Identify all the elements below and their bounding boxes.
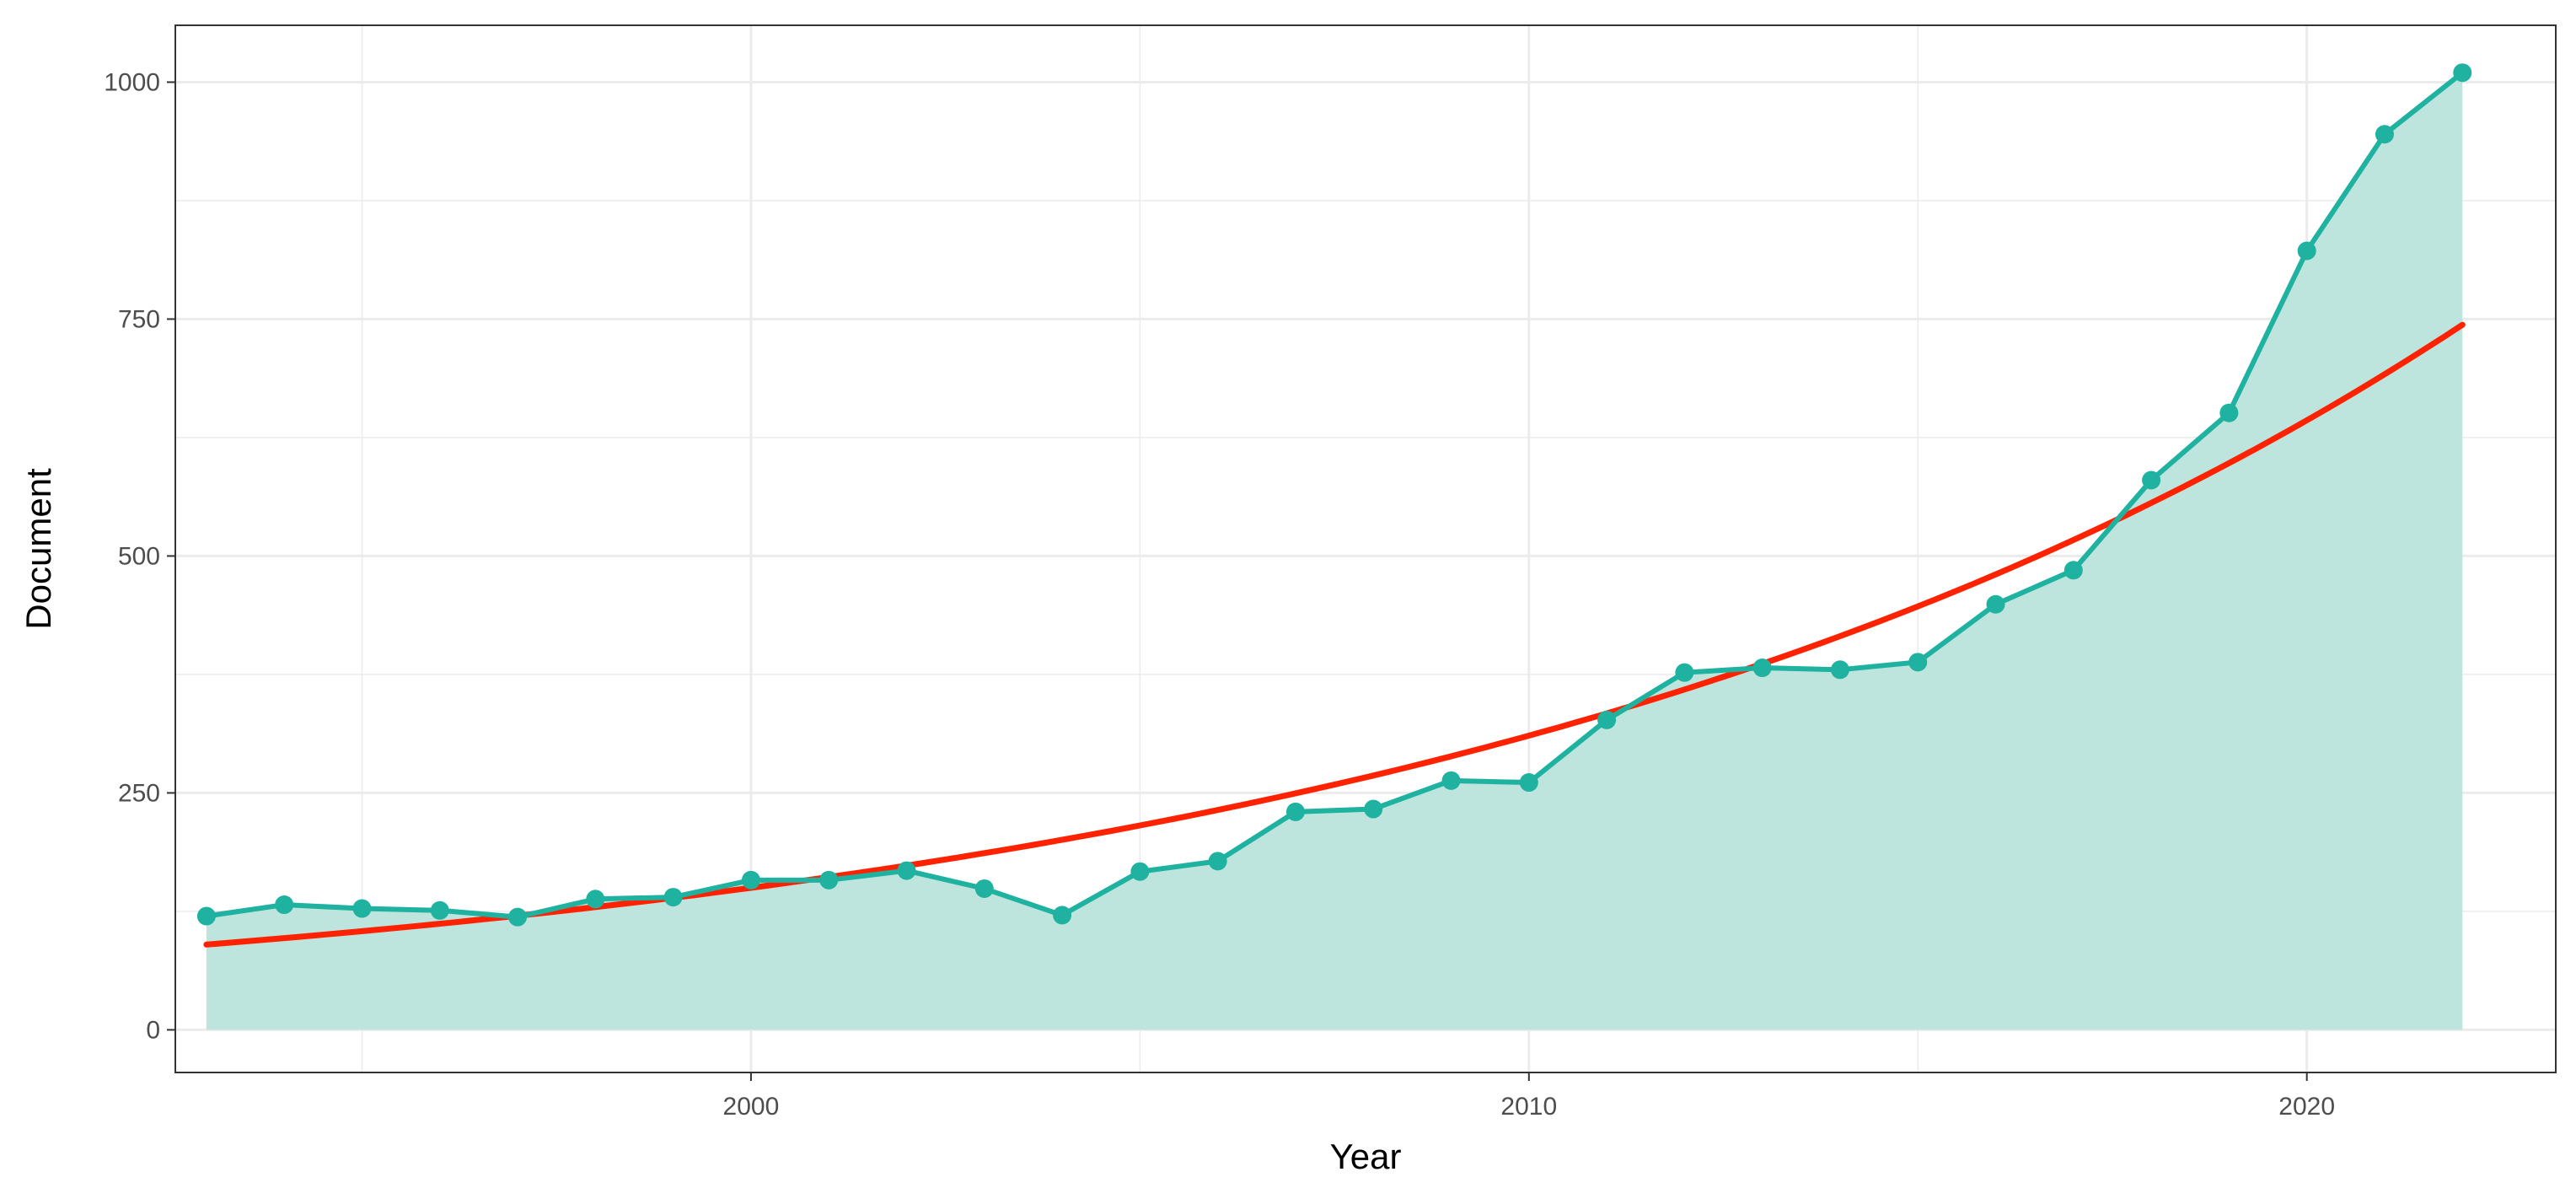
data-point — [2219, 403, 2239, 422]
data-point — [586, 890, 605, 909]
x-axis-title: Year — [1330, 1137, 1402, 1176]
y-axis: 0 250 500 750 1000 — [104, 68, 175, 1044]
data-point — [1986, 594, 2005, 614]
data-point — [2297, 241, 2316, 261]
data-point — [1285, 802, 1305, 821]
y-axis-title: Document — [19, 468, 58, 630]
data-point — [897, 861, 916, 880]
data-point — [1130, 862, 1150, 881]
data-point — [1597, 710, 1617, 729]
data-point — [2063, 561, 2083, 580]
data-point — [508, 907, 528, 927]
trend-line — [203, 321, 2466, 948]
y-tick-label: 1000 — [104, 68, 160, 96]
data-point — [819, 870, 839, 890]
data-point — [663, 888, 683, 907]
series-area — [206, 73, 2463, 1030]
data-point — [1208, 852, 1227, 871]
y-tick-label: 500 — [118, 542, 160, 570]
data-point — [1053, 906, 1072, 925]
y-tick-label: 750 — [118, 305, 160, 333]
x-tick-label: 2020 — [2278, 1093, 2335, 1121]
series-layer — [206, 70, 2465, 920]
data-point — [1908, 653, 1928, 672]
data-point — [974, 879, 994, 898]
data-point — [1441, 771, 1461, 790]
panel-border — [174, 24, 2557, 1073]
y-tick-label: 0 — [146, 1016, 160, 1044]
data-point — [1752, 659, 1772, 678]
data-point — [2375, 125, 2394, 144]
data-point — [196, 906, 216, 926]
x-tick-label: 2010 — [1500, 1093, 1557, 1121]
data-point — [2453, 63, 2472, 83]
data-point — [2142, 470, 2161, 490]
data-point — [1675, 663, 1694, 682]
data-point — [1364, 799, 1383, 819]
x-axis: 2000 2010 2020 — [723, 1072, 2335, 1121]
data-point — [741, 870, 760, 890]
y-tick-label: 250 — [118, 779, 160, 807]
series-line — [206, 70, 2465, 920]
data-point — [430, 900, 449, 920]
trend-layer — [203, 321, 2466, 948]
points-layer — [196, 63, 2472, 927]
data-point — [1519, 773, 1538, 793]
data-point — [275, 895, 294, 915]
data-point — [352, 899, 372, 918]
x-tick-label: 2000 — [723, 1093, 780, 1121]
data-point — [1830, 660, 1849, 680]
area-layer — [206, 73, 2463, 1030]
